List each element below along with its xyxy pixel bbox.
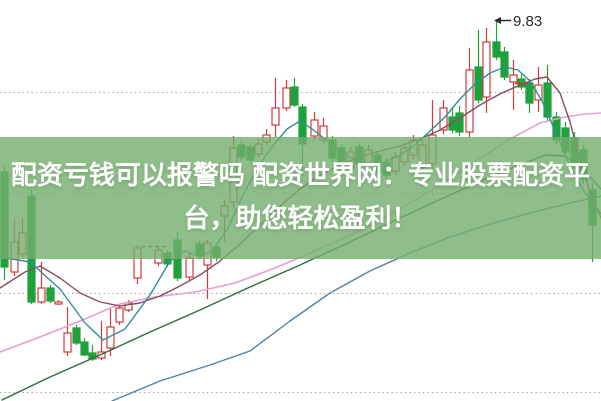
candle-down xyxy=(543,82,552,118)
candle-up xyxy=(465,69,474,133)
candle-down xyxy=(80,341,89,356)
ad-banner-overlay[interactable]: 配资亏钱可以报警吗 配资世界网：专业股票配资平 台，助您轻松盈利！ xyxy=(0,137,601,259)
candle-down xyxy=(500,51,509,78)
ad-banner-line1: 配资亏钱可以报警吗 配资世界网：专业股票配资平 xyxy=(10,160,591,190)
candle-up xyxy=(282,87,291,109)
candle-up xyxy=(482,41,491,98)
candle-up xyxy=(534,84,543,101)
candle-up xyxy=(37,287,46,303)
candle-up xyxy=(63,332,72,353)
candle-up xyxy=(115,307,124,323)
candle-up xyxy=(271,107,280,126)
candle-up xyxy=(509,74,518,83)
candle-down xyxy=(525,82,534,104)
candle-down xyxy=(46,287,55,302)
candle-down xyxy=(492,41,501,58)
ad-banner-text: 配资亏钱可以报警吗 配资世界网：专业股票配资平 台，助您轻松盈利！ xyxy=(0,137,601,240)
ad-banner-line2: 台，助您轻松盈利！ xyxy=(183,203,418,233)
candle-down xyxy=(290,86,299,106)
candle-up xyxy=(54,301,63,305)
price-label: 9.83 xyxy=(513,13,542,30)
price-arrow-head xyxy=(494,17,501,24)
candle-down xyxy=(455,112,464,133)
candle-up xyxy=(185,257,194,278)
candle-down xyxy=(72,327,81,344)
